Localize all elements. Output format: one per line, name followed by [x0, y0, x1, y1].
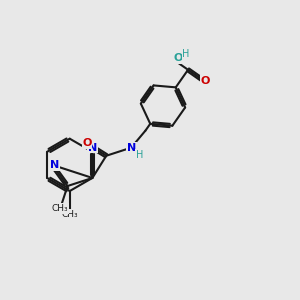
Text: O: O	[174, 53, 183, 63]
Text: H: H	[182, 49, 190, 59]
Text: H: H	[136, 150, 143, 160]
Text: N: N	[50, 160, 59, 170]
Text: CH₃: CH₃	[61, 210, 78, 219]
Text: O: O	[201, 76, 210, 85]
Text: O: O	[82, 138, 92, 148]
Text: N: N	[88, 142, 97, 153]
Text: N: N	[127, 143, 136, 153]
Text: CH₃: CH₃	[52, 204, 69, 213]
